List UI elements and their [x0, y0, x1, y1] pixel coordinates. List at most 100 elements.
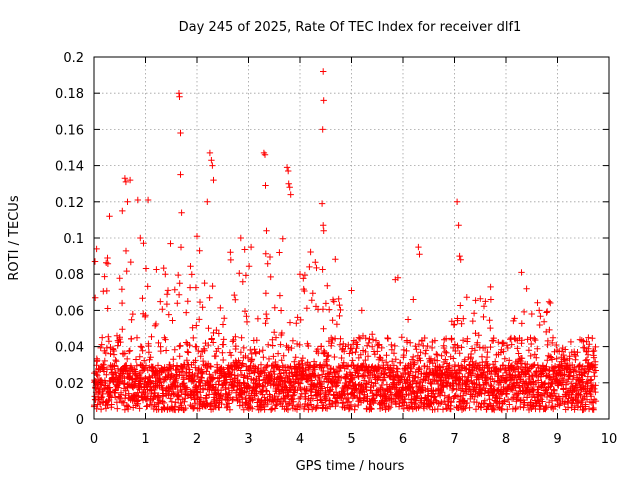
data-point — [498, 405, 505, 412]
data-point — [527, 334, 534, 341]
data-point — [289, 402, 296, 409]
data-point — [320, 97, 327, 104]
data-point — [421, 334, 428, 342]
data-point — [362, 356, 369, 364]
data-point — [237, 234, 244, 242]
data-point — [156, 375, 164, 382]
data-point — [91, 258, 99, 265]
data-point — [398, 334, 405, 341]
data-point — [312, 373, 319, 380]
data-point — [586, 341, 593, 348]
data-point — [176, 280, 183, 287]
data-point — [227, 249, 234, 256]
data-point — [146, 374, 153, 381]
data-point — [206, 149, 214, 157]
data-point — [350, 374, 358, 381]
data-point — [117, 338, 124, 346]
data-point — [305, 342, 312, 350]
data-point — [514, 360, 521, 367]
data-point — [446, 362, 453, 369]
data-point — [308, 386, 316, 393]
data-point — [497, 379, 504, 386]
data-point — [103, 371, 110, 378]
data-point — [380, 377, 387, 384]
data-point — [108, 401, 115, 408]
data-point — [232, 333, 239, 340]
data-point — [128, 335, 135, 342]
data-point — [145, 342, 152, 350]
data-point — [175, 393, 183, 401]
data-point — [298, 357, 305, 364]
data-point — [512, 384, 519, 392]
data-point — [124, 355, 131, 363]
data-point — [261, 151, 269, 158]
data-point — [252, 350, 260, 357]
data-point — [391, 342, 398, 350]
data-point — [222, 386, 229, 393]
data-point — [201, 347, 208, 354]
data-point — [542, 402, 549, 410]
data-point — [426, 365, 433, 373]
data-point — [206, 371, 213, 378]
data-point — [126, 347, 134, 354]
data-point — [262, 250, 269, 257]
data-point — [460, 315, 467, 322]
data-point — [472, 330, 479, 337]
data-point — [98, 381, 105, 388]
data-point — [549, 334, 557, 341]
data-point — [243, 313, 250, 320]
data-point — [534, 345, 541, 352]
data-point — [357, 351, 364, 358]
data-point — [160, 264, 167, 272]
data-point — [285, 400, 292, 408]
data-point — [137, 343, 144, 350]
data-point — [473, 365, 480, 372]
data-point — [132, 356, 140, 363]
data-point — [317, 390, 324, 397]
data-point — [174, 382, 181, 389]
data-point — [205, 341, 212, 349]
data-point — [506, 401, 513, 408]
data-point — [589, 335, 596, 342]
data-point — [590, 354, 598, 361]
data-point — [107, 363, 115, 371]
data-point — [296, 341, 303, 349]
data-point — [187, 263, 194, 270]
data-point — [309, 395, 317, 402]
data-point — [545, 298, 553, 305]
data-point — [592, 382, 599, 389]
data-point — [210, 339, 217, 346]
data-point — [574, 349, 581, 356]
data-point — [397, 392, 405, 400]
x-tick-label: 3 — [244, 432, 252, 447]
data-point — [390, 350, 398, 357]
data-point — [490, 334, 497, 342]
data-point — [392, 356, 399, 363]
data-point — [297, 316, 304, 324]
data-point — [354, 341, 361, 348]
data-point — [102, 349, 109, 357]
data-point — [142, 312, 149, 319]
data-point — [125, 348, 133, 355]
data-point — [362, 334, 369, 342]
data-point — [378, 344, 385, 352]
data-point — [381, 374, 388, 381]
data-point — [591, 385, 598, 393]
data-point — [560, 351, 567, 359]
data-point — [176, 343, 183, 350]
data-point — [545, 399, 553, 406]
data-point — [260, 354, 267, 361]
data-point — [102, 379, 109, 387]
data-point — [415, 404, 422, 411]
data-point — [335, 295, 342, 303]
data-point — [498, 375, 505, 383]
data-point — [170, 390, 177, 397]
data-point — [491, 406, 498, 414]
data-point — [469, 369, 477, 377]
data-point — [126, 176, 134, 184]
data-point — [422, 350, 429, 357]
data-point — [368, 405, 375, 413]
data-point — [369, 331, 376, 338]
data-point — [369, 336, 377, 343]
data-point — [283, 342, 290, 350]
